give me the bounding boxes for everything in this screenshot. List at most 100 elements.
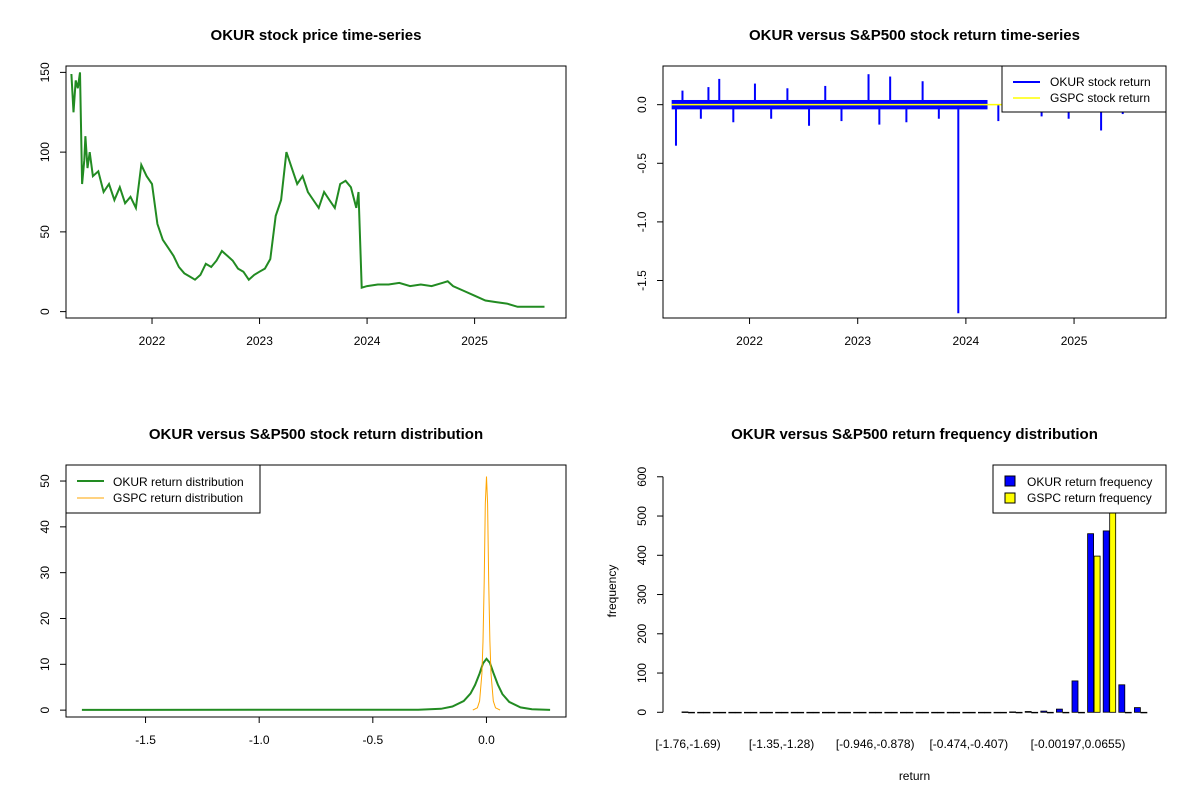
gspc-freq-bar <box>688 711 695 714</box>
okur-freq-bar <box>868 711 876 714</box>
gspc-freq-bar <box>781 711 789 714</box>
x-tick-label: 2025 <box>461 334 488 348</box>
gspc-freq-bar <box>734 711 742 714</box>
x-tick-label: -1.5 <box>135 733 156 747</box>
okur-freq-bar <box>1009 711 1016 713</box>
x-axis-label: return <box>899 769 930 783</box>
x-tick-label: 2022 <box>139 334 166 348</box>
gspc-freq-bar <box>937 711 945 714</box>
okur-freq-bar <box>946 711 954 714</box>
gspc-freq-bar <box>859 711 867 714</box>
chart-title: OKUR versus S&P500 stock return time-ser… <box>749 27 1080 44</box>
x-tick-label: -1.0 <box>249 733 270 747</box>
plot-frame <box>662 65 1167 319</box>
okur-freq-bar <box>915 711 923 714</box>
x-tick-label: 0.0 <box>478 733 495 747</box>
legend-label-okur: OKUR stock return <box>1050 75 1151 89</box>
price-series-line <box>70 72 545 308</box>
x-tick-label: 2023 <box>844 334 871 348</box>
okur-freq-bar <box>853 711 860 714</box>
x-category-label: [-1.35,-1.28) <box>749 737 814 751</box>
okur-freq-bar <box>978 711 985 714</box>
y-tick-label: 100 <box>635 663 649 683</box>
gspc-freq-bar <box>1031 711 1039 714</box>
y-tick-label: -1.0 <box>635 211 649 232</box>
okur-freq-bar <box>822 711 829 714</box>
okur-freq-bar <box>900 711 907 714</box>
x-tick-label: 2024 <box>953 334 980 348</box>
x-category-label: [-0.474,-0.407) <box>929 737 1008 751</box>
x-tick-label: -0.5 <box>362 733 383 747</box>
gspc-density-line <box>472 476 501 711</box>
okur-freq-bar <box>1024 711 1032 713</box>
gspc-freq-bar <box>828 711 836 714</box>
legend-box <box>992 464 1167 514</box>
legend-swatch-okur <box>1004 475 1016 487</box>
plot-frame <box>65 65 567 319</box>
okur-freq-bar <box>1102 530 1110 713</box>
x-tick-label: 2025 <box>1061 334 1088 348</box>
gspc-freq-bar <box>719 711 727 714</box>
gspc-freq-bar <box>922 711 929 714</box>
okur-freq-bar <box>806 711 814 714</box>
okur-freq-bar <box>744 711 751 714</box>
y-tick-label: 200 <box>635 623 649 643</box>
y-tick-label: 300 <box>635 584 649 604</box>
chart-title: OKUR stock price time-series <box>211 27 422 44</box>
y-tick-label: 0 <box>38 308 52 315</box>
legend-box <box>1001 65 1167 113</box>
gspc-freq-bar <box>953 711 961 714</box>
y-tick-label: 50 <box>38 225 52 239</box>
y-axis-label: frequency <box>605 565 619 618</box>
okur-freq-bar <box>884 711 892 714</box>
okur-freq-bar <box>837 711 845 714</box>
gspc-freq-bar <box>875 711 883 714</box>
gspc-freq-bar <box>968 711 976 714</box>
x-tick-label: 2022 <box>736 334 763 348</box>
okur-freq-bar <box>1040 710 1048 713</box>
okur-freq-bar <box>728 711 736 714</box>
x-tick-label: 2023 <box>246 334 273 348</box>
gspc-freq-bar <box>1093 555 1101 713</box>
x-category-label: [-0.946,-0.878) <box>836 737 915 751</box>
gspc-freq-bar <box>797 711 805 714</box>
y-tick-label: 10 <box>38 657 52 671</box>
legend-label-gspc: GSPC return frequency <box>1027 491 1152 505</box>
y-tick-label: 30 <box>38 566 52 580</box>
gspc-freq-bar <box>1109 484 1117 713</box>
gspc-freq-bar <box>1046 711 1054 714</box>
okur-freq-bar <box>993 711 1001 714</box>
y-tick-label: 20 <box>38 611 52 625</box>
y-tick-label: 0 <box>38 706 52 713</box>
gspc-freq-bar <box>1124 711 1132 714</box>
y-tick-label: 150 <box>38 62 52 82</box>
y-tick-label: 500 <box>635 506 649 526</box>
gspc-freq-bar <box>1140 711 1148 714</box>
gspc-freq-bar <box>1078 711 1085 714</box>
gspc-freq-bar <box>1015 711 1023 714</box>
gspc-freq-bar <box>906 711 914 714</box>
legend-box <box>65 464 261 514</box>
gspc-freq-bar <box>766 711 773 714</box>
okur-freq-bar <box>790 711 798 714</box>
y-tick-label: -1.5 <box>635 270 649 291</box>
okur-freq-bar <box>1071 680 1079 713</box>
chart-title: OKUR versus S&P500 return frequency dist… <box>731 426 1098 443</box>
x-category-label: [-0.00197,0.0655) <box>1031 737 1126 751</box>
okur-freq-bar <box>1056 708 1063 713</box>
y-tick-label: 0.0 <box>635 96 649 113</box>
okur-freq-bar <box>775 711 782 714</box>
x-tick-label: 2024 <box>354 334 381 348</box>
gspc-freq-bar <box>812 711 820 714</box>
plot-frame <box>65 464 567 718</box>
okur-freq-bar <box>962 711 970 714</box>
y-tick-label: 400 <box>635 545 649 565</box>
y-tick-label: 50 <box>38 474 52 488</box>
gspc-freq-bar <box>890 711 898 714</box>
x-category-label: [-1.76,-1.69) <box>655 737 720 751</box>
y-tick-label: 40 <box>38 520 52 534</box>
y-tick-label: 100 <box>38 142 52 162</box>
legend-label-gspc: GSPC stock return <box>1050 91 1150 105</box>
gspc-freq-bar <box>703 711 711 714</box>
